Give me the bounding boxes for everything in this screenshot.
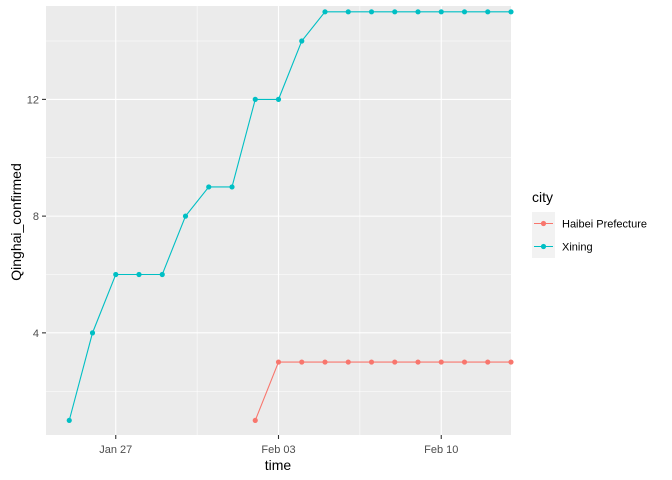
data-point-haibei-prefecture	[299, 359, 305, 365]
series-xining	[66, 9, 514, 424]
series-layer	[66, 9, 514, 424]
legend-label: Xining	[562, 242, 593, 254]
x-axis-title: time	[265, 457, 292, 473]
series-haibei-prefecture	[252, 359, 514, 424]
data-point-xining	[508, 9, 514, 15]
series-line-xining	[68, 11, 511, 421]
data-point-haibei-prefecture	[345, 359, 351, 365]
data-point-haibei-prefecture	[485, 359, 491, 365]
legend-title: city	[532, 189, 553, 205]
legend: city Haibei Prefecture Xining	[532, 189, 647, 258]
data-point-xining	[206, 184, 212, 190]
data-point-xining	[368, 9, 375, 15]
data-point-xining	[299, 38, 305, 44]
data-point-xining	[345, 9, 351, 15]
series-line-haibei-prefecture	[254, 361, 511, 421]
data-point-xining	[182, 213, 189, 219]
data-point-xining	[275, 96, 282, 102]
y-axis-ticks: 4 8 12	[27, 94, 46, 340]
data-point-xining	[438, 9, 444, 15]
data-point-xining	[136, 271, 142, 278]
data-point-xining	[322, 9, 328, 15]
data-point-xining	[415, 9, 421, 15]
data-point-xining	[66, 417, 72, 424]
legend-key-point	[540, 243, 547, 250]
data-point-haibei-prefecture	[461, 359, 468, 365]
data-point-haibei-prefecture	[275, 359, 282, 365]
legend-item-xining: Xining	[532, 235, 593, 258]
data-point-xining	[113, 271, 119, 278]
x-tick-label: Feb 10	[424, 444, 458, 456]
data-point-xining	[89, 330, 96, 336]
legend-item-haibei-prefecture: Haibei Prefecture	[532, 212, 647, 235]
data-point-xining	[485, 9, 491, 15]
data-point-haibei-prefecture	[508, 359, 514, 365]
data-point-xining	[229, 184, 235, 190]
data-point-xining	[252, 96, 258, 102]
x-tick-label: Feb 03	[261, 444, 295, 456]
data-point-haibei-prefecture	[252, 417, 258, 424]
y-tick-label: 8	[33, 211, 39, 223]
data-point-haibei-prefecture	[438, 359, 444, 365]
data-point-xining	[159, 271, 165, 278]
data-point-xining	[461, 9, 468, 15]
data-point-haibei-prefecture	[368, 359, 375, 365]
legend-key-point	[540, 220, 547, 227]
data-point-haibei-prefecture	[392, 359, 398, 365]
major-grid	[46, 6, 511, 435]
y-tick-label: 4	[33, 328, 39, 340]
data-point-xining	[392, 9, 398, 15]
legend-label: Haibei Prefecture	[562, 219, 647, 231]
y-tick-label: 12	[27, 94, 39, 106]
y-axis-title: Qinghai_confirmed	[8, 163, 24, 281]
x-tick-label: Jan 27	[99, 444, 132, 456]
x-axis-ticks: Jan 27 Feb 03 Feb 10	[99, 435, 458, 456]
data-point-haibei-prefecture	[322, 359, 328, 365]
data-point-haibei-prefecture	[415, 359, 421, 365]
